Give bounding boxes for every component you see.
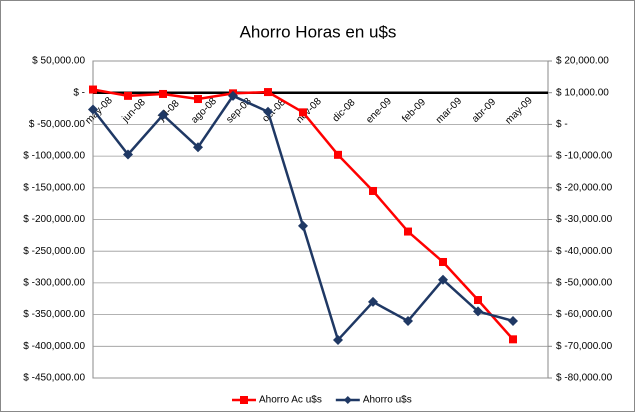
y2-tick-label: $ -50,000.00 [556,278,613,289]
legend-marker [240,396,248,404]
point [124,91,132,100]
point [89,85,97,94]
y2-tick-label: $ 20,000.00 [556,56,609,67]
point [88,104,98,115]
y-tick-label: $ -200,000.00 [23,214,85,225]
y-tick-label: $ 50,000.00 [32,56,85,67]
y-tick-label: $ -450,000.00 [23,373,85,384]
y2-tick-label: $ -10,000.00 [556,151,613,162]
y-tick-label: $ -50,000.00 [29,119,86,130]
point [509,335,517,344]
point [369,186,377,195]
y2-tick-label: $ - [556,119,568,130]
point [263,106,273,117]
y-tick-label: $ -300,000.00 [23,278,85,289]
point [298,220,308,231]
point [158,109,168,120]
y2-tick-label: $ -60,000.00 [556,309,613,320]
point [404,227,412,236]
y-tick-label: $ -100,000.00 [23,151,85,162]
legend-marker [343,396,352,404]
y2-tick-label: $ -80,000.00 [556,373,613,384]
point [473,306,483,317]
point [508,315,518,326]
legend-label: Ahorro Ac u$s [259,395,322,406]
point [368,296,378,307]
y2-tick-label: $ -40,000.00 [556,246,613,257]
point [334,150,342,159]
point [474,296,482,305]
point [438,274,448,285]
y2-tick-label: $ -30,000.00 [556,214,613,225]
point [123,149,133,160]
point [193,142,203,153]
point [439,257,447,266]
point [159,89,167,98]
y-tick-label: $ -250,000.00 [23,246,85,257]
y-tick-label: $ - [73,87,85,98]
y2-tick-label: $ 10,000.00 [556,87,609,98]
y-tick-label: $ -350,000.00 [23,309,85,320]
y2-tick-label: $ -70,000.00 [556,341,613,352]
y-tick-label: $ -150,000.00 [23,182,85,193]
point [228,90,238,101]
point [299,108,307,117]
point [264,88,272,97]
y2-tick-label: $ -20,000.00 [556,182,613,193]
point [333,334,343,345]
legend-label: Ahorro u$s [363,395,412,406]
point [194,95,202,104]
chart-title: Ahorro Horas en u$s [240,22,397,41]
point [403,315,413,326]
y-tick-label: $ -400,000.00 [23,341,85,352]
